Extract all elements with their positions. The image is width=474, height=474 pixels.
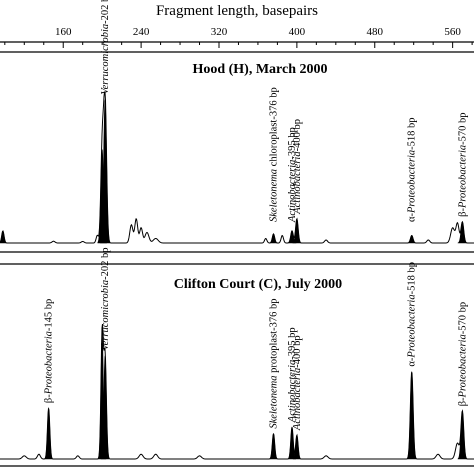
peak-fill (269, 233, 278, 244)
peak-label-part: Actinobacteria (292, 151, 303, 214)
trace-line (0, 324, 474, 460)
peak-label: Actinobacteria-395 bp (287, 127, 298, 223)
peak-label: Actinobacteria-400 bp (292, 335, 303, 431)
peak-label: Actinobacteria-395 bp (287, 327, 298, 423)
peak-label: Verrucomicrobia-202 bp (100, 0, 111, 95)
x-tick-label: 400 (289, 26, 306, 38)
peak-label-part: -145 bp (44, 299, 55, 331)
peak-fill (292, 218, 302, 244)
peak-label-part: Actinobacteria (292, 368, 303, 431)
peak-label: Actinobacteria-400 bp (292, 119, 303, 215)
x-tick-label: 240 (133, 26, 150, 38)
peak-label-part: Verrucomicrobia (100, 280, 111, 351)
peak-label: Skeletonema chloroplast-376 bp (269, 87, 280, 222)
peak-label-part: protoplast-376 bp (269, 299, 280, 376)
trace-line (0, 91, 474, 244)
x-tick-label: 560 (444, 26, 461, 38)
x-tick-label: 320 (211, 26, 228, 38)
peak-label-part: -395 bp (287, 127, 298, 159)
peak-label-part: Verrucomicrobia (100, 24, 111, 95)
panel-clifton-court: Clifton Court (C), July 2000 β-Proteobac… (0, 247, 474, 467)
peak-label-part: β- (457, 397, 468, 406)
peak-label: α-Proteobacteria-518 bp (407, 117, 418, 222)
x-axis-title: Fragment length, basepairs (156, 3, 318, 19)
peak-label-part: Proteobacteria (44, 331, 55, 395)
peak-label-part: Proteobacteria (457, 334, 468, 398)
peak-fill (100, 355, 110, 460)
peak-label: Verrucomicrobia-202 bp (100, 247, 111, 350)
peak-label: Skeletonema protoplast-376 bp (269, 299, 280, 429)
panel-hood-peak-labels: Verrucomicrobia-202 bp Skeletonema chloro… (100, 0, 468, 223)
peak-fill (269, 432, 278, 460)
peak-fill (0, 230, 7, 244)
panel-hood-title: Hood (H), March 2000 (192, 62, 327, 77)
peak-label-part: α- (407, 357, 418, 367)
peak-label-part: Proteobacteria (407, 150, 418, 214)
x-tick-label: 160 (55, 26, 72, 38)
peak-label-part: -570 bp (457, 302, 468, 334)
peak-fill (44, 407, 53, 460)
peak-fill (100, 99, 111, 244)
panel-clifton-court-peak-labels: β-Proteobacteria-145 bp Verrucomicrobia-2… (44, 247, 469, 431)
peak-label-part: -518 bp (407, 262, 418, 294)
peak-fill (407, 371, 417, 460)
peak-label: α-Proteobacteria-518 bp (407, 262, 418, 367)
peak-label-part: chloroplast-376 bp (269, 87, 280, 169)
peak-label-part: -202 bp (100, 0, 111, 24)
peak-fill (407, 235, 417, 244)
panel-clifton-court-trace (0, 324, 474, 460)
peak-label-part: Proteobacteria (407, 294, 418, 358)
peak-label: β-Proteobacteria-570 bp (457, 112, 468, 216)
peak-label-part: Proteobacteria (457, 145, 468, 209)
peak-fill (292, 434, 301, 460)
x-axis-ticks: 160 240 320 400 480 560 (4, 26, 473, 48)
peak-label-part: -518 bp (407, 117, 418, 149)
peak-label-part: -400 bp (292, 335, 303, 367)
peak-label: β-Proteobacteria-570 bp (457, 302, 468, 406)
peak-label-part: -395 bp (287, 327, 298, 359)
x-tick-label: 480 (367, 26, 384, 38)
peak-label-part: β- (44, 394, 55, 403)
peak-label-part: Actinobacteria (287, 160, 298, 223)
peak-label-part: Skeletonema (269, 376, 280, 429)
peak-label-part: -570 bp (457, 112, 468, 144)
panel-hood: Hood (H), March 2000 Verrucomicrobia-202… (0, 0, 474, 253)
peak-label-part: Skeletonema (269, 169, 280, 222)
peak-label-part: Actinobacteria (287, 360, 298, 423)
peak-fill (457, 410, 468, 460)
panel-hood-trace (0, 91, 474, 244)
peak-fill (457, 221, 468, 244)
peak-label-part: β- (457, 208, 468, 217)
panel-clifton-court-title: Clifton Court (C), July 2000 (174, 277, 342, 292)
peak-label-part: -400 bp (292, 119, 303, 151)
peak-label-part: α- (407, 212, 418, 222)
peak-label: β-Proteobacteria-145 bp (44, 299, 55, 403)
peak-label-part: -202 bp (100, 247, 111, 279)
